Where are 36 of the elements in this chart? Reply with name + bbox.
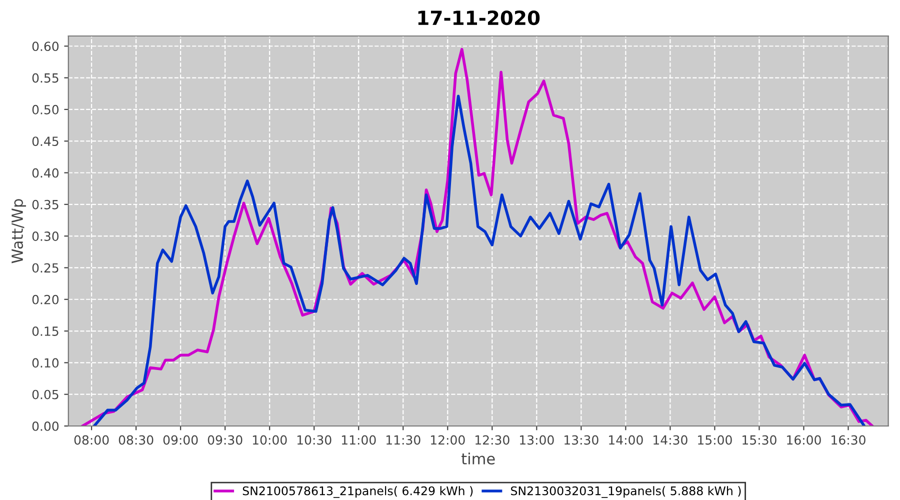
x-tick-label: 13:30: [564, 435, 598, 445]
x-tick-label: 08:30: [118, 435, 154, 445]
y-tick-label: 0.20: [32, 294, 59, 304]
y-tick-label: 0.15: [32, 326, 58, 336]
y-tick-label: 0.05: [32, 390, 58, 400]
x-tick-label: 14:00: [609, 435, 643, 445]
x-tick-label: 14:30: [654, 435, 688, 445]
y-tick-label: 0.35: [32, 200, 58, 210]
x-tick-label: 10:00: [252, 435, 287, 445]
x-tick-label: 08:00: [74, 435, 109, 445]
y-tick-label: 0.00: [32, 421, 59, 431]
x-tick-label: 15:30: [742, 435, 776, 445]
y-axis-title: Watt/Wp: [12, 199, 26, 264]
x-tick-label: 12:00: [431, 435, 465, 445]
y-tick-label: 0.50: [32, 104, 59, 114]
y-tick-label: 0.10: [32, 358, 59, 368]
y-tick-label: 0.55: [32, 73, 58, 83]
y-tick-label: 0.25: [32, 263, 58, 273]
x-tick-label: 16:30: [832, 435, 866, 445]
x-tick-label: 10:30: [297, 435, 332, 445]
legend-label: SN2130032031_19panels( 5.888 kWh ): [511, 486, 741, 498]
x-tick-label: 11:00: [342, 435, 376, 445]
x-tick-label: 16:00: [787, 435, 821, 445]
y-tick-label: 0.40: [32, 168, 59, 178]
x-tick-label: 09:30: [208, 435, 242, 445]
x-tick-label: 13:00: [520, 435, 554, 445]
y-tick-label: 0.45: [32, 136, 58, 146]
x-tick-label: 09:00: [163, 435, 198, 445]
legend-label: SN2100578613_21panels( 6.429 kWh ): [242, 486, 473, 498]
x-tick-label: 15:00: [698, 435, 732, 445]
chart-title: 17-11-2020: [418, 10, 540, 26]
x-axis-title: time: [462, 452, 495, 465]
x-tick-label: 12:30: [476, 435, 510, 445]
y-tick-label: 0.60: [32, 42, 59, 52]
y-tick-label: 0.30: [32, 232, 59, 241]
x-tick-label: 11:30: [386, 435, 420, 445]
